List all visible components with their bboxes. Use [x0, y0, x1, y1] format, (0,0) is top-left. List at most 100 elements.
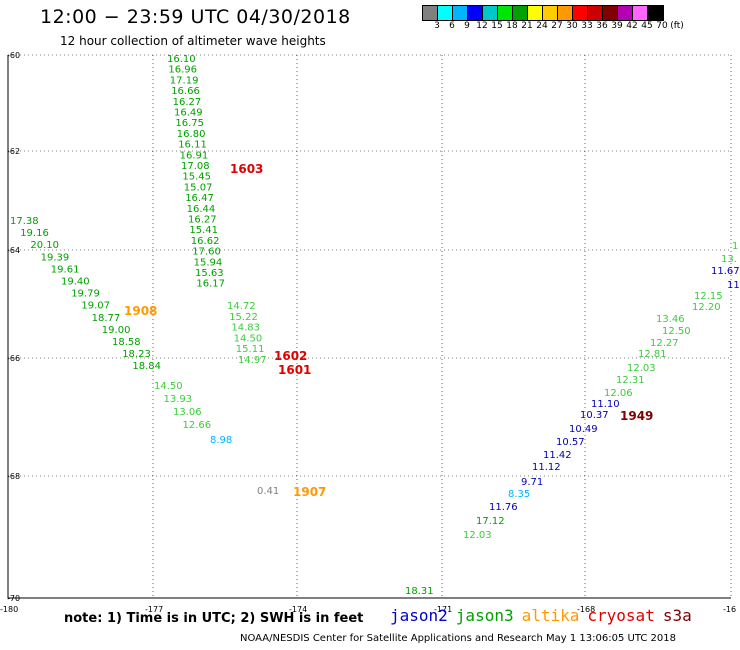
- wave-height-label: 16.27: [188, 215, 217, 226]
- satellite-pass-id: 1907: [293, 485, 326, 499]
- colorbar-swatch: [528, 6, 543, 20]
- wave-height-label: 19.39: [41, 252, 70, 263]
- wave-height-label: 19.00: [102, 325, 131, 336]
- wave-height-label: 13.: [721, 254, 737, 265]
- map-title: 12:00 − 23:59 UTC 04/30/2018: [40, 6, 351, 28]
- lon-label: -168: [577, 605, 595, 614]
- colorbar-swatch: [603, 6, 618, 20]
- lat-label: -62: [7, 147, 20, 156]
- wave-height-label: 18.77: [92, 313, 121, 324]
- legend-altika: altika: [521, 606, 580, 625]
- wave-height-label: 11.82: [727, 280, 740, 291]
- colorbar-label: 6: [449, 21, 455, 31]
- wave-height-label: 0.41: [257, 486, 279, 497]
- lon-label: -180: [0, 605, 18, 614]
- colorbar-label: 30: [566, 21, 578, 31]
- lon-label: -174: [289, 605, 307, 614]
- wave-height-label: 11.42: [543, 450, 572, 461]
- wave-height-label: 17.60: [192, 247, 221, 258]
- wave-height-label: 12.20: [692, 302, 721, 313]
- lat-label: -64: [7, 246, 20, 255]
- colorbar-swatch: [483, 6, 498, 20]
- wave-height-label: 16.91: [180, 150, 209, 161]
- colorbar-swatch: [513, 6, 528, 20]
- colorbar-swatch: [558, 6, 573, 20]
- colorbar-swatch: [453, 6, 468, 20]
- colorbar-label: 36: [596, 21, 608, 31]
- lon-label: -177: [145, 605, 163, 614]
- wave-height-label: 18.31: [405, 586, 434, 597]
- wave-height-label: 8.35: [508, 489, 530, 500]
- colorbar-swatch: [543, 6, 558, 20]
- colorbar-swatch: [438, 6, 453, 20]
- wave-height-label: 12.50: [662, 326, 691, 337]
- colorbar-swatch: [423, 6, 438, 20]
- wave-height-label: 16.44: [187, 204, 216, 215]
- wave-height-label: 11.10: [591, 399, 620, 410]
- satellite-pass-id: 1601: [278, 363, 311, 377]
- legend-cryosat: cryosat: [587, 606, 655, 625]
- colorbar-label: 42: [626, 21, 638, 31]
- lat-label: -70: [7, 594, 20, 603]
- colorbar-label: 27: [551, 21, 563, 31]
- wave-height-label: 14.50: [234, 333, 263, 344]
- wave-height-label: 19.16: [20, 228, 49, 239]
- wave-height-label: 12.31: [616, 375, 645, 386]
- wave-height-label: 12.66: [183, 420, 212, 431]
- legend-jason3: jason3: [455, 606, 514, 625]
- wave-height-label: 16.17: [196, 279, 225, 290]
- colorbar-label: 21: [521, 21, 533, 31]
- wave-height-label: 16.75: [175, 118, 204, 129]
- wave-height-label: 19.07: [81, 301, 110, 312]
- wave-height-label: 10.57: [556, 437, 585, 448]
- wave-height-label: 15.07: [184, 182, 213, 193]
- wave-height-label: 10.49: [569, 424, 598, 435]
- wave-height-label: 14.72: [227, 301, 256, 312]
- wave-height-label: 8.98: [210, 435, 232, 446]
- wave-height-label: 15.22: [229, 312, 258, 323]
- colorbar-label: 33: [581, 21, 593, 31]
- wave-height-label: 16.27: [173, 97, 202, 108]
- satellite-pass-id: 1602: [274, 349, 307, 363]
- wave-height-label: 12.03: [463, 530, 492, 541]
- wave-height-label: 11.76: [489, 502, 518, 513]
- wave-height-label: 15.41: [189, 225, 218, 236]
- lat-label: -60: [7, 51, 20, 60]
- wave-height-label: 16.49: [174, 108, 203, 119]
- colorbar-label: 3: [434, 21, 440, 31]
- wave-height-label: 15.63: [195, 268, 224, 279]
- wave-height-label: 18.84: [132, 361, 161, 372]
- colorbar-swatch: [498, 6, 513, 20]
- wave-height-label: 1: [732, 241, 738, 252]
- wave-height-label: 16.62: [191, 236, 220, 247]
- colorbar-label: 12: [476, 21, 488, 31]
- wave-height-label: 17.12: [476, 516, 505, 527]
- satellite-pass-id: 1949: [620, 409, 653, 423]
- legend-jason2: jason2: [390, 606, 448, 625]
- wave-height-label: 17.19: [170, 75, 199, 86]
- wave-height-label: 16.10: [167, 54, 196, 65]
- colorbar-swatch: [618, 6, 633, 20]
- wave-height-label: 14.83: [231, 323, 260, 334]
- wave-height-label: 14.50: [154, 381, 183, 392]
- wave-height-label: 19.40: [61, 277, 90, 288]
- wave-height-label: 19.79: [71, 289, 100, 300]
- wave-height-label: 15.11: [236, 344, 265, 355]
- wave-height-label: 13.06: [173, 407, 202, 418]
- lat-label: -68: [7, 472, 20, 481]
- colorbar-label: 15: [491, 21, 503, 31]
- colorbar-label: (ft): [670, 21, 684, 31]
- credit-line: NOAA/NESDIS Center for Satellite Applica…: [240, 633, 676, 644]
- colorbar-label: 18: [506, 21, 518, 31]
- wave-height-label: 13.46: [656, 314, 685, 325]
- lon-label: -171: [434, 605, 452, 614]
- wave-height-label: 11.67: [711, 266, 740, 277]
- wave-height-label: 11.12: [532, 462, 561, 473]
- colorbar-swatch: [468, 6, 483, 20]
- units-note: note: 1) Time is in UTC; 2) SWH is in fe…: [64, 611, 364, 626]
- wave-height-label: 15.94: [194, 257, 223, 268]
- colorbar-swatch: [588, 6, 603, 20]
- wave-height-label: 19.61: [51, 264, 80, 275]
- wave-height-label: 16.11: [178, 140, 207, 151]
